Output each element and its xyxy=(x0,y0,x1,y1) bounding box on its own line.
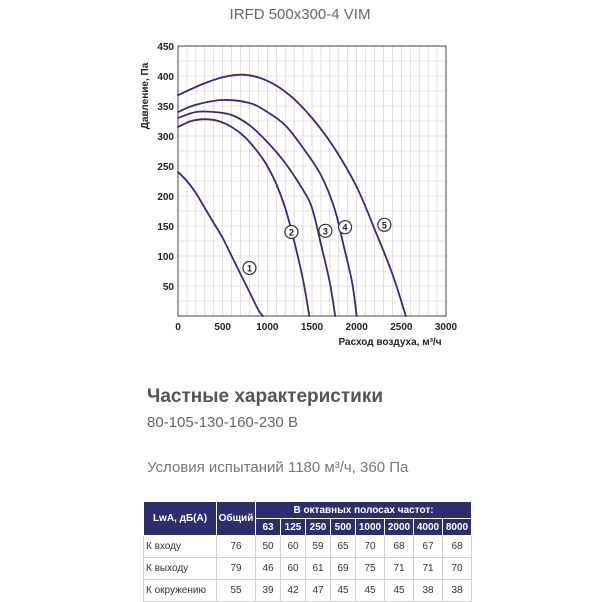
band-cell: 39 xyxy=(255,579,281,602)
band-cell: 67 xyxy=(413,535,443,558)
x-axis-label: Расход воздуха, м³/ч xyxy=(338,337,441,348)
curve-marker-1 xyxy=(242,260,257,276)
curve-marker-3 xyxy=(318,223,333,238)
series-line-4 xyxy=(177,99,358,317)
band-header: 4000 xyxy=(413,518,443,536)
row-label: К выходу xyxy=(143,557,217,580)
x-tick-label: 1500 xyxy=(301,322,324,333)
y-tick-label: 350 xyxy=(157,102,174,113)
band-cell: 45 xyxy=(355,579,385,602)
y-tick-label: 100 xyxy=(157,252,174,263)
band-cell: 71 xyxy=(413,557,443,580)
plot-frame xyxy=(177,45,447,317)
curve-marker-label: 1 xyxy=(247,264,252,274)
series-line-2 xyxy=(177,118,311,317)
band-cell: 38 xyxy=(413,579,443,602)
curve-marker-label: 5 xyxy=(382,220,387,230)
y-tick-label: 450 xyxy=(157,42,174,53)
band-header: 250 xyxy=(305,518,331,536)
x-tick-label: 2500 xyxy=(390,322,413,333)
band-header: 1000 xyxy=(355,518,385,536)
band-cell: 45 xyxy=(330,579,356,602)
speed-settings: 80-105-130-160-230 В xyxy=(147,414,298,431)
curve-marker-label: 3 xyxy=(323,226,328,236)
band-cell: 75 xyxy=(355,557,385,580)
band-header: 2000 xyxy=(384,518,414,536)
series-line-5 xyxy=(177,73,407,317)
curve-marker-2 xyxy=(284,224,299,240)
table-row: К входу 76 50 60 59 65 70 68 67 68 xyxy=(143,535,472,558)
y-tick-label: 400 xyxy=(157,72,174,83)
band-cell: 70 xyxy=(355,535,385,558)
band-header: 500 xyxy=(330,518,356,536)
curve-marker-4 xyxy=(337,220,353,235)
band-cell: 50 xyxy=(255,535,281,558)
lwa-header: LwA, дБ(А) xyxy=(143,501,217,536)
band-cell: 70 xyxy=(442,557,472,580)
total-cell: 76 xyxy=(216,535,256,558)
curve-marker-label: 2 xyxy=(289,228,294,238)
bands-header: В октавных полосах частот: xyxy=(255,501,472,519)
y-tick-label: 250 xyxy=(157,162,174,173)
y-tick-label: 200 xyxy=(157,192,174,203)
series-line-3 xyxy=(177,110,337,317)
band-header: 63 xyxy=(255,518,281,536)
band-cell: 69 xyxy=(330,557,356,580)
band-cell: 68 xyxy=(442,535,472,558)
band-cell: 59 xyxy=(305,535,331,558)
total-cell: 79 xyxy=(216,557,256,580)
fan-performance-chart: 50 100 150 200 250 300 350 400 450 0 500 1000 1500 20… xyxy=(140,42,458,348)
band-cell: 60 xyxy=(280,557,306,580)
total-header: Общий xyxy=(216,501,256,536)
curve-marker-5 xyxy=(377,217,392,232)
y-tick-label: 300 xyxy=(157,132,174,143)
band-cell: 38 xyxy=(442,579,472,602)
band-header: 125 xyxy=(280,518,306,536)
test-conditions: Условия испытаний 1180 м³/ч, 360 Па xyxy=(147,459,409,476)
band-cell: 61 xyxy=(305,557,331,580)
band-cell: 71 xyxy=(384,557,414,580)
sound-power-table: LwA, дБ(А) Общий В октавных полосах част… xyxy=(143,501,472,602)
y-axis-label: Давление, Па xyxy=(140,62,151,129)
series-line-1 xyxy=(177,171,264,317)
section-heading: Частные характеристики xyxy=(147,386,384,407)
x-tick-label: 0 xyxy=(175,322,181,333)
band-cell: 46 xyxy=(255,557,281,580)
band-cell: 42 xyxy=(280,579,306,602)
table-row: К выходу 79 46 60 61 69 75 71 71 70 xyxy=(143,557,472,580)
total-cell: 55 xyxy=(216,579,256,602)
band-cell: 60 xyxy=(280,535,306,558)
y-tick-label: 50 xyxy=(163,282,175,293)
band-cell: 45 xyxy=(384,579,414,602)
band-cell: 47 xyxy=(305,579,331,602)
band-header: 8000 xyxy=(442,518,472,536)
row-label: К окружению xyxy=(143,579,217,602)
curve-marker-label: 4 xyxy=(343,223,348,233)
chart-title: IRFD 500x300-4 VIM xyxy=(229,6,371,23)
x-tick-label: 500 xyxy=(214,322,231,333)
x-tick-label: 3000 xyxy=(435,322,458,333)
x-tick-label: 2000 xyxy=(346,322,369,333)
table-row: К окружению 55 39 42 47 45 45 45 38 38 xyxy=(143,579,472,602)
x-tick-label: 1000 xyxy=(256,322,279,333)
band-cell: 65 xyxy=(330,535,356,558)
y-tick-label: 150 xyxy=(157,222,174,233)
band-cell: 68 xyxy=(384,535,414,558)
row-label: К входу xyxy=(143,535,217,558)
